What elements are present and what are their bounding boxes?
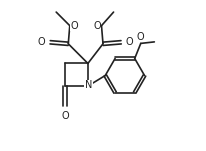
Text: O: O bbox=[70, 21, 78, 31]
Text: O: O bbox=[61, 111, 69, 121]
Text: O: O bbox=[126, 37, 133, 47]
Text: N: N bbox=[85, 80, 92, 90]
Text: O: O bbox=[38, 37, 46, 47]
Text: O: O bbox=[93, 21, 101, 31]
Text: O: O bbox=[137, 32, 145, 42]
